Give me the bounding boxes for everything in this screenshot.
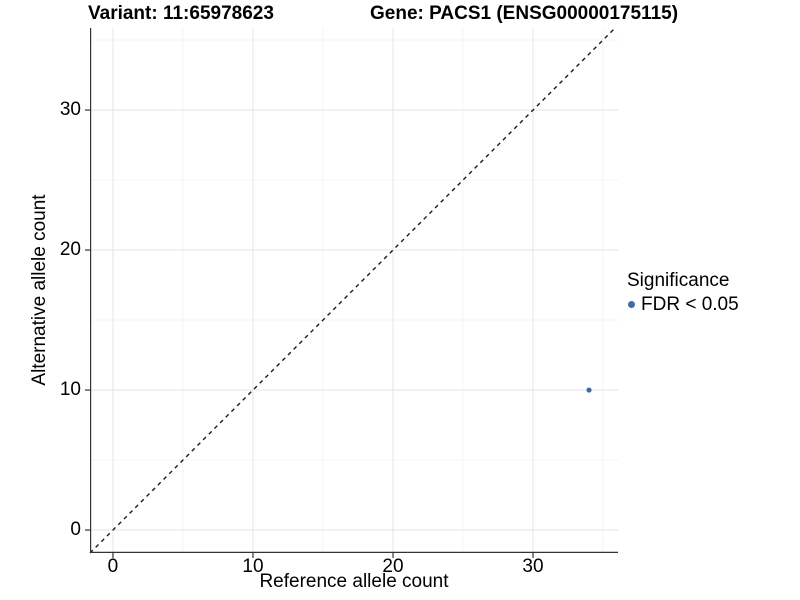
legend-item-label: FDR < 0.05 [641,294,739,315]
legend-item: FDR < 0.05 [627,294,739,315]
identity-line [89,27,616,554]
x-tick-label: 10 [242,556,264,577]
legend-key-dot-icon [628,301,635,308]
plot-title-gene: Gene: PACS1 (ENSG00000175115) [370,3,679,24]
x-tick-label: 20 [382,556,404,577]
y-axis-title: Alternative allele count [29,194,50,386]
y-tick-label: 30 [59,99,81,121]
y-tick-label: 20 [59,239,81,261]
x-axis-title: Reference allele count [259,571,449,592]
legend: Significance FDR < 0.05 [627,270,739,315]
legend-items: FDR < 0.05 [627,294,739,315]
x-tick-label: 0 [107,556,119,577]
plot-title-variant: Variant: 11:65978623 [88,3,274,24]
data-point [586,387,592,393]
y-tick-label: 10 [59,379,81,401]
y-tick-label: 0 [70,519,81,541]
plot-panel [85,27,618,558]
legend-title: Significance [627,270,730,291]
x-tick-label: 30 [522,556,544,577]
